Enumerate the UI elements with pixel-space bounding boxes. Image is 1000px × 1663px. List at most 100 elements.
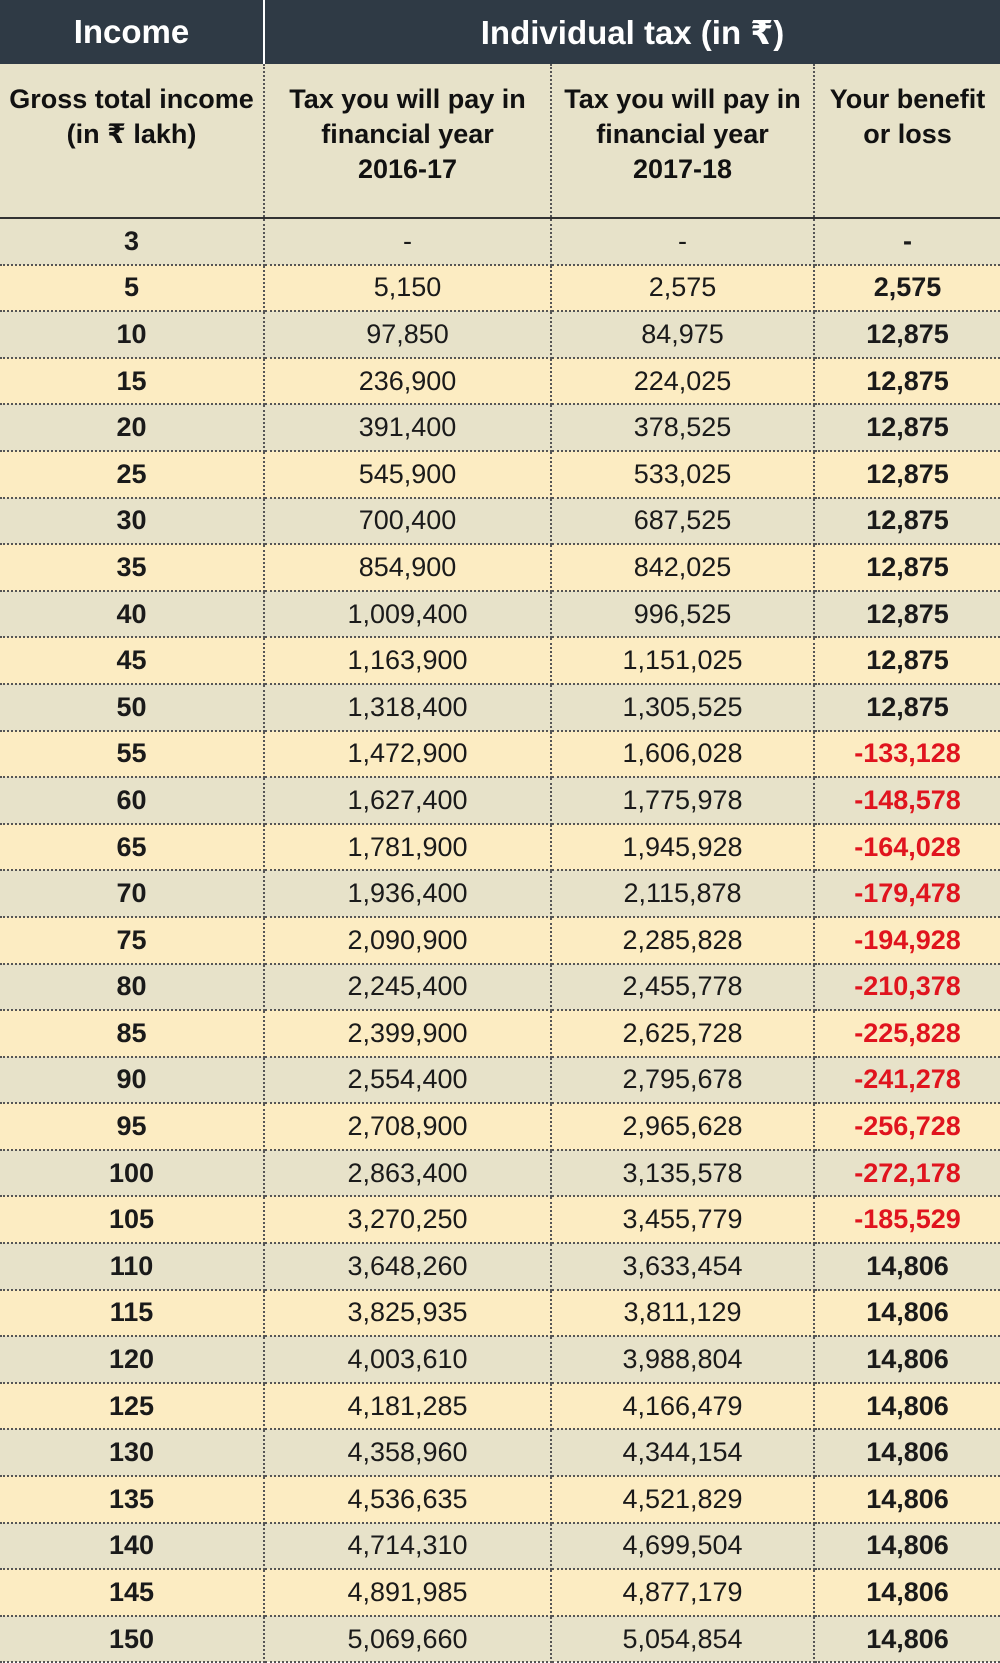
tax-2016-17-cell: 4,714,310 bbox=[264, 1522, 552, 1571]
gross-income-cell: 25 bbox=[0, 450, 265, 499]
tax-2016-17-cell: 4,003,610 bbox=[264, 1336, 552, 1384]
gross-income-cell: 140 bbox=[0, 1522, 265, 1571]
table-row: 75 2,090,900 2,285,828 -194,928 bbox=[0, 916, 1000, 965]
benefit-or-loss-cell: -179,478 bbox=[814, 870, 1000, 918]
table-row: 60 1,627,400 1,775,978 -148,578 bbox=[0, 777, 1000, 825]
table-row: 20 391,400 378,525 12,875 bbox=[0, 404, 1000, 452]
benefit-or-loss-cell: 12,875 bbox=[814, 590, 1000, 639]
tax-2016-17-cell: 2,245,400 bbox=[264, 963, 552, 1012]
benefit-or-loss-cell: -272,178 bbox=[814, 1149, 1000, 1198]
tax-2016-17-cell: 2,399,900 bbox=[264, 1010, 552, 1058]
tax-2017-18-cell: 4,166,479 bbox=[551, 1382, 815, 1431]
column-header-gross-income: Gross total income (in ₹ lakh) bbox=[0, 64, 265, 219]
benefit-or-loss-cell: 14,806 bbox=[814, 1615, 1000, 1663]
tax-2016-17-cell: 5,069,660 bbox=[264, 1615, 552, 1663]
gross-income-cell: 15 bbox=[0, 357, 265, 406]
column-header-tax-2016-17: Tax you will pay in financial year 2016-… bbox=[264, 64, 552, 219]
tax-2016-17-cell: 3,825,935 bbox=[264, 1289, 552, 1338]
benefit-or-loss-cell: -164,028 bbox=[814, 823, 1000, 872]
gross-income-cell: 105 bbox=[0, 1196, 265, 1245]
table-row: 15 236,900 224,025 12,875 bbox=[0, 357, 1000, 406]
gross-income-cell: 90 bbox=[0, 1056, 265, 1105]
tax-2017-18-cell: 2,575 bbox=[551, 264, 815, 313]
header-line: Tax you will pay in bbox=[564, 84, 801, 114]
table-row: 100 2,863,400 3,135,578 -272,178 bbox=[0, 1149, 1000, 1198]
tax-2016-17-cell: 3,648,260 bbox=[264, 1243, 552, 1291]
tax-2016-17-cell: 1,318,400 bbox=[264, 683, 552, 732]
tax-2017-18-cell: 2,455,778 bbox=[551, 963, 815, 1012]
benefit-or-loss-cell: 12,875 bbox=[814, 497, 1000, 546]
gross-income-cell: 130 bbox=[0, 1429, 265, 1478]
tax-2016-17-cell: 97,850 bbox=[264, 311, 552, 359]
benefit-or-loss-cell: 14,806 bbox=[814, 1382, 1000, 1431]
tax-2016-17-cell: 1,781,900 bbox=[264, 823, 552, 872]
tax-2016-17-cell: 854,900 bbox=[264, 544, 552, 592]
gross-income-cell: 30 bbox=[0, 497, 265, 546]
tax-2017-18-cell: 1,775,978 bbox=[551, 777, 815, 825]
tax-2016-17-cell: 236,900 bbox=[264, 357, 552, 406]
table-row: 115 3,825,935 3,811,129 14,806 bbox=[0, 1289, 1000, 1338]
gross-income-cell: 20 bbox=[0, 404, 265, 452]
header-line: or loss bbox=[863, 119, 952, 149]
tax-2017-18-cell: 3,811,129 bbox=[551, 1289, 815, 1338]
benefit-or-loss-cell: 14,806 bbox=[814, 1429, 1000, 1478]
table-row: 145 4,891,985 4,877,179 14,806 bbox=[0, 1569, 1000, 1617]
tax-2017-18-cell: 2,795,678 bbox=[551, 1056, 815, 1105]
table-row: 35 854,900 842,025 12,875 bbox=[0, 544, 1000, 592]
tax-2017-18-cell: 4,877,179 bbox=[551, 1569, 815, 1617]
gross-income-cell: 95 bbox=[0, 1103, 265, 1151]
gross-income-cell: 65 bbox=[0, 823, 265, 872]
tax-2017-18-cell: 3,633,454 bbox=[551, 1243, 815, 1291]
tax-2017-18-cell: 4,521,829 bbox=[551, 1476, 815, 1524]
tax-2016-17-cell: 700,400 bbox=[264, 497, 552, 546]
tax-2017-18-cell: 2,115,878 bbox=[551, 870, 815, 918]
gross-income-cell: 120 bbox=[0, 1336, 265, 1384]
tax-2017-18-cell: 2,285,828 bbox=[551, 916, 815, 965]
table-row: 45 1,163,900 1,151,025 12,875 bbox=[0, 637, 1000, 685]
tax-2017-18-cell: 378,525 bbox=[551, 404, 815, 452]
tax-2016-17-cell: 1,936,400 bbox=[264, 870, 552, 918]
table-row: 10 97,850 84,975 12,875 bbox=[0, 311, 1000, 359]
benefit-or-loss-cell: -194,928 bbox=[814, 916, 1000, 965]
gross-income-cell: 60 bbox=[0, 777, 265, 825]
tax-2016-17-cell: 4,358,960 bbox=[264, 1429, 552, 1478]
table-row: 130 4,358,960 4,344,154 14,806 bbox=[0, 1429, 1000, 1478]
individual-tax-group-header: Individual tax (in ₹) bbox=[264, 0, 1000, 64]
tax-2016-17-cell: 4,181,285 bbox=[264, 1382, 552, 1431]
benefit-or-loss-cell: -185,529 bbox=[814, 1196, 1000, 1245]
column-header-benefit-or-loss: Your benefit or loss bbox=[814, 64, 1000, 219]
header-line: financial year bbox=[321, 119, 494, 149]
tax-2017-18-cell: 1,606,028 bbox=[551, 730, 815, 779]
tax-2016-17-cell: 3,270,250 bbox=[264, 1196, 552, 1245]
benefit-or-loss-cell: -148,578 bbox=[814, 777, 1000, 825]
gross-income-cell: 3 bbox=[0, 218, 265, 266]
gross-income-cell: 135 bbox=[0, 1476, 265, 1524]
tax-2017-18-cell: 3,135,578 bbox=[551, 1149, 815, 1198]
table-row: 3--- bbox=[0, 218, 1000, 266]
table-row: 120 4,003,610 3,988,804 14,806 bbox=[0, 1336, 1000, 1384]
header-line: Your benefit bbox=[829, 84, 986, 114]
table-row: 80 2,245,400 2,455,778 -210,378 bbox=[0, 963, 1000, 1012]
table-row: 125 4,181,285 4,166,479 14,806 bbox=[0, 1382, 1000, 1431]
gross-income-cell: 55 bbox=[0, 730, 265, 779]
header-line: financial year bbox=[596, 119, 769, 149]
tax-2016-17-cell: - bbox=[264, 218, 552, 266]
tax-2017-18-cell: 842,025 bbox=[551, 544, 815, 592]
benefit-or-loss-cell: 12,875 bbox=[814, 311, 1000, 359]
gross-income-cell: 85 bbox=[0, 1010, 265, 1058]
tax-2017-18-cell: 996,525 bbox=[551, 590, 815, 639]
benefit-or-loss-cell: 12,875 bbox=[814, 544, 1000, 592]
tax-2017-18-cell: 687,525 bbox=[551, 497, 815, 546]
header-line: Tax you will pay in bbox=[289, 84, 526, 114]
table-row: 135 4,536,635 4,521,829 14,806 bbox=[0, 1476, 1000, 1524]
tax-2016-17-cell: 1,009,400 bbox=[264, 590, 552, 639]
benefit-or-loss-cell: 14,806 bbox=[814, 1289, 1000, 1338]
benefit-or-loss-cell: -210,378 bbox=[814, 963, 1000, 1012]
gross-income-cell: 145 bbox=[0, 1569, 265, 1617]
benefit-or-loss-cell: 14,806 bbox=[814, 1336, 1000, 1384]
gross-income-cell: 80 bbox=[0, 963, 265, 1012]
tax-2017-18-cell: 1,305,525 bbox=[551, 683, 815, 732]
tax-2017-18-cell: 2,625,728 bbox=[551, 1010, 815, 1058]
gross-income-cell: 110 bbox=[0, 1243, 265, 1291]
